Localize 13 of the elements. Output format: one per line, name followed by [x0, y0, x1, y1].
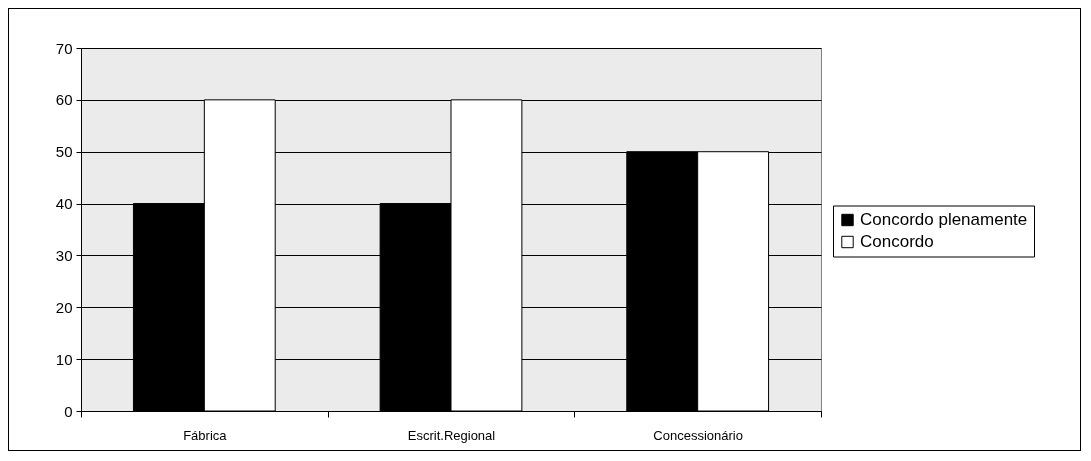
y-tick-label: 30 [55, 246, 73, 264]
legend-label: Concordo plenamente [860, 210, 1028, 229]
x-tick-label: Concessionário [653, 427, 743, 443]
x-tick-label: Escrit.Regional [407, 427, 496, 443]
y-tick-label: 20 [55, 298, 73, 316]
y-tick-label: 70 [55, 39, 73, 57]
y-tick-label: 40 [55, 195, 73, 213]
legend-label: Concordo [860, 232, 934, 251]
y-tick-label: 60 [55, 91, 73, 109]
y-tick-label: 10 [55, 350, 73, 368]
y-tick-label: 50 [55, 143, 73, 161]
y-tick-label: 0 [64, 402, 73, 420]
x-tick-label: Fábrica [183, 427, 228, 443]
